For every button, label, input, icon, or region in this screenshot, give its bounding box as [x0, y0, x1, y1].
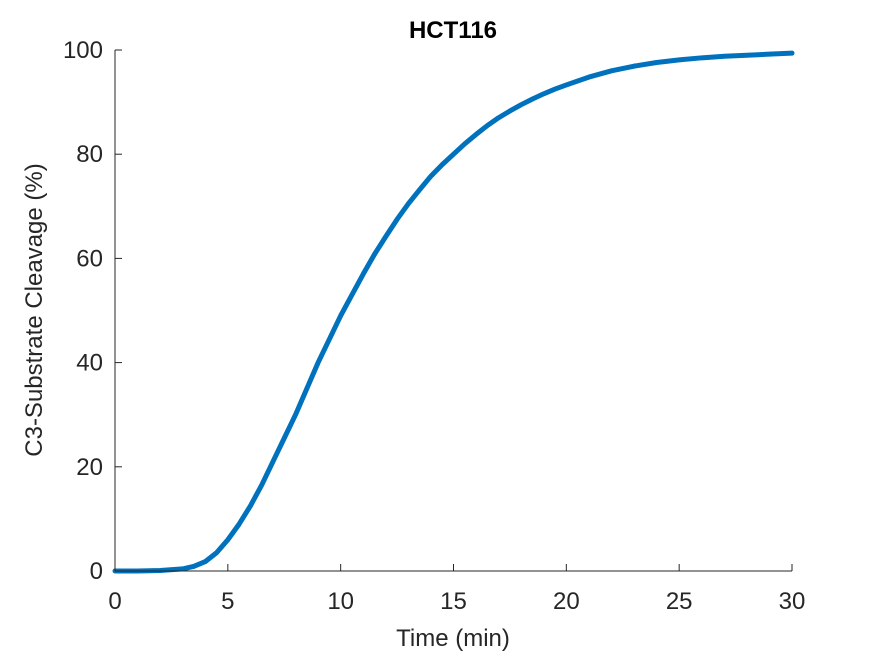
y-tick-label: 80	[76, 141, 103, 168]
x-tick-label: 0	[108, 588, 121, 615]
y-tick-label: 0	[90, 558, 103, 585]
series-group	[112, 50, 795, 574]
series-line-0	[112, 50, 795, 574]
x-tick-label: 15	[440, 588, 467, 615]
x-tick-label: 30	[779, 588, 806, 615]
y-tick-label: 60	[76, 245, 103, 272]
x-tick-label: 20	[553, 588, 580, 615]
x-axis: 0 5 10 15 20 25 30	[108, 564, 805, 615]
y-axis-label: C3-Substrate Cleavage (%)	[21, 163, 48, 456]
x-tick-label: 10	[327, 588, 354, 615]
y-tick-label: 40	[76, 350, 103, 377]
x-axis-label: Time (min)	[396, 625, 510, 652]
y-axis: 0 20 40 60 80 100	[63, 37, 122, 585]
chart-title: HCT116	[409, 17, 497, 44]
y-tick-label: 100	[63, 37, 103, 64]
y-tick-label: 20	[76, 454, 103, 481]
x-tick-label: 5	[221, 588, 234, 615]
x-tick-label: 25	[666, 588, 693, 615]
